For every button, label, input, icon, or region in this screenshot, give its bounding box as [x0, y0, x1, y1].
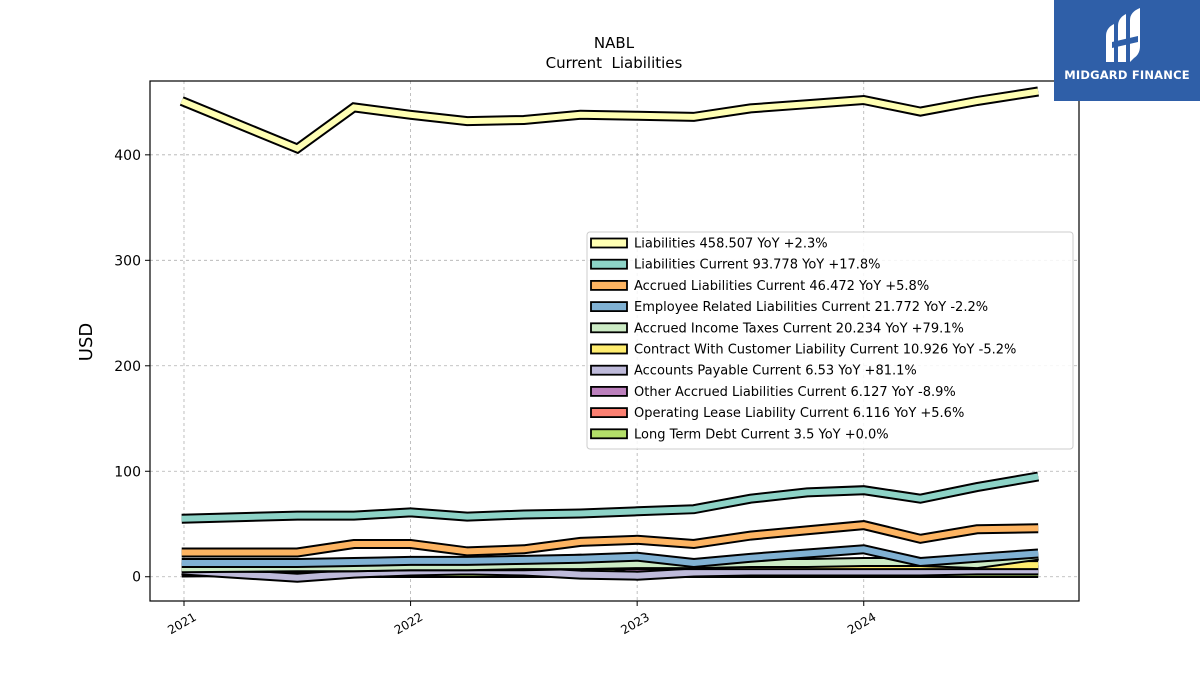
x-tick-label: 2023	[618, 610, 651, 637]
legend-swatch	[590, 279, 628, 291]
series-line-liabilities-current	[181, 473, 1039, 522]
y-tick-label: 400	[114, 148, 141, 164]
legend-entry: Employee Related Liabilities Current 21.…	[634, 300, 988, 315]
series-line-employee-related-liabilities-current	[181, 546, 1039, 567]
legend-swatch	[590, 237, 628, 249]
logo-text: MIDGARD FINANCE	[1064, 68, 1190, 82]
series-line-accounts-payable-current	[181, 567, 1039, 581]
legend-entry: Accrued Liabilities Current 46.472 YoY +…	[634, 279, 929, 294]
legend-entry: Liabilities Current 93.778 YoY +17.8%	[634, 258, 881, 273]
series-line-accrued-liabilities-current	[181, 522, 1039, 556]
x-tick-label: 2021	[165, 610, 198, 637]
legend-swatch	[590, 322, 628, 334]
legend-entry: Other Accrued Liabilities Current 6.127 …	[634, 385, 956, 400]
series-lines	[179, 86, 1040, 583]
y-tick-label: 100	[114, 464, 141, 480]
plot-frame	[149, 80, 1080, 602]
legend-swatch	[590, 301, 628, 313]
y-axis-label: USD	[76, 323, 97, 361]
chart-subtitle: Current Liabilities	[546, 54, 683, 72]
legend-swatch	[590, 343, 628, 355]
legend-swatch	[590, 364, 628, 376]
legend: Liabilities 458.507 YoY +2.3% Liabilities…	[586, 231, 1074, 450]
y-tick-label: 200	[114, 359, 141, 375]
logo-mark-icon	[1106, 8, 1140, 62]
legend-entry: Liabilities 458.507 YoY +2.3%	[634, 237, 828, 252]
legend-swatch	[590, 258, 628, 270]
chart-title: NABL	[594, 34, 635, 52]
y-tick-label: 300	[114, 253, 141, 269]
legend-entry: Accounts Payable Current 6.53 YoY +81.1%	[634, 364, 917, 379]
legend-entry: Long Term Debt Current 3.5 YoY +0.0%	[634, 427, 889, 442]
legend-entry: Contract With Customer Liability Current…	[634, 343, 1016, 358]
x-tick-label: 2024	[845, 610, 878, 637]
x-tick-label: 2022	[392, 610, 425, 637]
legend-entry: Operating Lease Liability Current 6.116 …	[634, 406, 964, 421]
series-line-liabilities	[180, 88, 1039, 152]
legend-swatch	[590, 428, 628, 440]
legend-swatch	[590, 385, 628, 397]
legend-swatch	[590, 407, 628, 419]
midgard-finance-logo: MIDGARD FINANCE	[1054, 0, 1200, 101]
legend-entry: Accrued Income Taxes Current 20.234 YoY …	[634, 321, 964, 336]
y-tick-label: 0	[132, 570, 141, 586]
legend-box	[586, 231, 1074, 450]
